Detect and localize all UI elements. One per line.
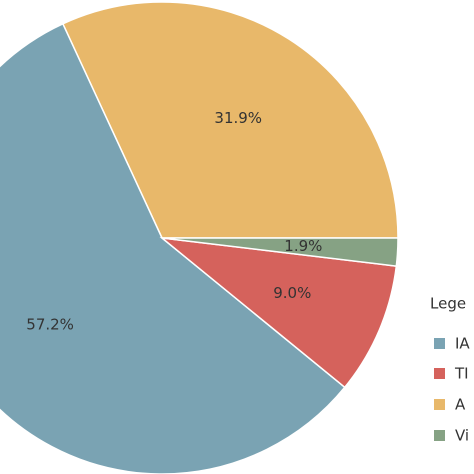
pie-slice	[159, 236, 398, 389]
pie-slice	[0, 22, 346, 474]
pie-slice	[161, 237, 399, 267]
legend-swatch	[434, 338, 445, 349]
legend-label: Vi	[455, 427, 469, 445]
legend-label: TI	[454, 365, 469, 383]
legend-swatch	[434, 399, 445, 410]
legend-label: A	[455, 396, 466, 414]
slice-label: 1.9%	[284, 237, 322, 255]
slice-label: 31.9%	[214, 109, 262, 127]
legend-title: Lege	[430, 295, 466, 313]
pie-slice	[61, 1, 399, 239]
legend-swatch	[434, 430, 445, 441]
slice-label: 57.2%	[26, 315, 74, 333]
slice-label: 9.0%	[273, 284, 311, 302]
legend-label: IA	[455, 335, 470, 353]
legend-swatch	[434, 368, 445, 379]
